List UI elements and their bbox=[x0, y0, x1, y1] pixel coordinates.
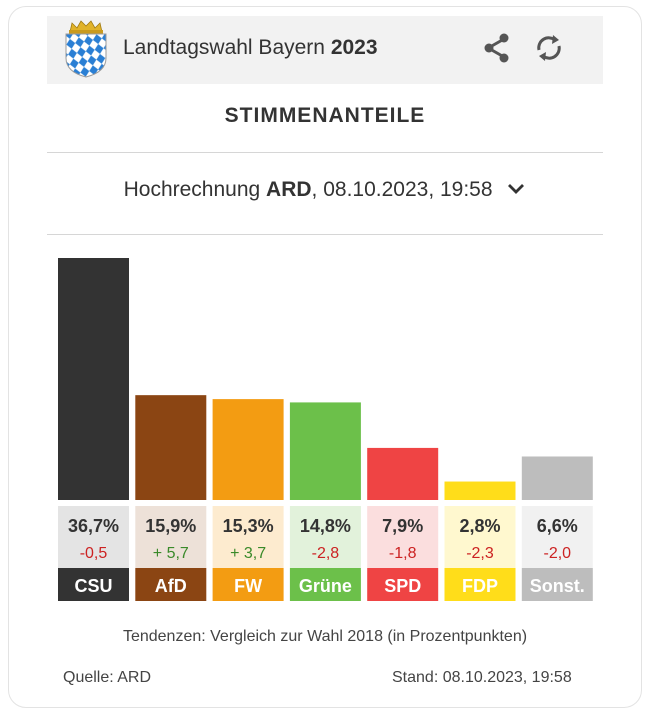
value-box-sonst bbox=[521, 506, 593, 568]
party-label-fw: FW bbox=[234, 576, 262, 596]
value-label-spd: 7,9% bbox=[382, 516, 423, 536]
bar-spd[interactable] bbox=[367, 447, 439, 500]
source-label: Quelle: ARD bbox=[63, 669, 152, 686]
refresh-icon[interactable] bbox=[531, 30, 567, 66]
section-title: STIMMENANTEILE bbox=[224, 104, 426, 127]
timestamp-label: Stand: 08.10.2023, 19:58 bbox=[392, 669, 572, 686]
party-label-gr-ne: Grüne bbox=[299, 576, 352, 596]
value-label-fw: 15,3% bbox=[223, 516, 274, 536]
bavaria-crest-icon bbox=[65, 20, 107, 78]
bar-fdp[interactable] bbox=[444, 481, 516, 500]
dropdown-prefix: Hochrechnung bbox=[123, 178, 261, 201]
divider bbox=[47, 234, 603, 235]
trend-note: Tendenzen: Vergleich zur Wahl 2018 (in P… bbox=[122, 628, 528, 645]
bar-sonst[interactable] bbox=[521, 456, 593, 500]
party-label-box-fw[interactable] bbox=[212, 568, 284, 601]
party-label-spd: SPD bbox=[384, 576, 421, 596]
share-icon[interactable] bbox=[479, 30, 515, 66]
value-label-afd: 15,9% bbox=[145, 516, 196, 536]
change-label-gr-ne: -2,8 bbox=[312, 545, 340, 562]
value-label-fdp: 2,8% bbox=[459, 516, 500, 536]
change-label-fdp: -2,3 bbox=[466, 545, 494, 562]
party-label-box-fdp[interactable] bbox=[444, 568, 516, 601]
bar-gr-ne[interactable] bbox=[289, 402, 361, 500]
party-label-csu: CSU bbox=[74, 576, 112, 596]
value-box-fdp bbox=[444, 506, 516, 568]
party-label-box-csu[interactable] bbox=[58, 568, 129, 601]
divider bbox=[47, 152, 603, 153]
app-title: Landtagswahl Bayern 2023 bbox=[123, 36, 378, 60]
forecast-dropdown[interactable]: Hochrechnung ARD, 08.10.2023, 19:58 bbox=[47, 178, 603, 202]
bar-csu[interactable] bbox=[58, 258, 129, 500]
title-year: 2023 bbox=[330, 36, 378, 59]
change-label-csu: -0,5 bbox=[80, 545, 108, 562]
party-label-fdp: FDP bbox=[462, 576, 498, 596]
bar-fw[interactable] bbox=[212, 399, 284, 500]
value-label-sonst: 6,6% bbox=[537, 516, 578, 536]
dropdown-source: ARD bbox=[266, 178, 312, 201]
change-label-sonst: -2,0 bbox=[544, 545, 572, 562]
party-label-box-gr-ne[interactable] bbox=[289, 568, 361, 601]
value-label-gr-ne: 14,8% bbox=[300, 516, 351, 536]
dropdown-suffix: , 08.10.2023, 19:58 bbox=[311, 178, 493, 201]
vote-share-chart: 36,7% -0,5 CSU 15,9% + 5,7 AfD 15,3% + 3,7 FW 14,… bbox=[58, 258, 593, 601]
party-label-afd: AfD bbox=[155, 576, 187, 596]
party-label-sonst: Sonst. bbox=[530, 576, 585, 596]
change-label-afd: + 5,7 bbox=[153, 545, 189, 562]
change-label-spd: -1,8 bbox=[389, 545, 417, 562]
title-text: Landtagswahl Bayern bbox=[123, 36, 325, 59]
party-label-box-spd[interactable] bbox=[367, 568, 439, 601]
value-box-csu bbox=[58, 506, 129, 568]
value-box-afd bbox=[135, 506, 207, 568]
value-box-gr-ne bbox=[289, 506, 361, 568]
value-label-csu: 36,7% bbox=[68, 516, 119, 536]
party-label-box-afd[interactable] bbox=[135, 568, 207, 601]
app-header: Landtagswahl Bayern 2023 bbox=[47, 16, 603, 84]
chevron-down-icon[interactable] bbox=[506, 182, 526, 196]
bar-afd[interactable] bbox=[135, 395, 207, 500]
value-box-spd bbox=[367, 506, 439, 568]
value-box-fw bbox=[212, 506, 284, 568]
party-label-box-sonst[interactable] bbox=[521, 568, 593, 601]
change-label-fw: + 3,7 bbox=[230, 545, 266, 562]
